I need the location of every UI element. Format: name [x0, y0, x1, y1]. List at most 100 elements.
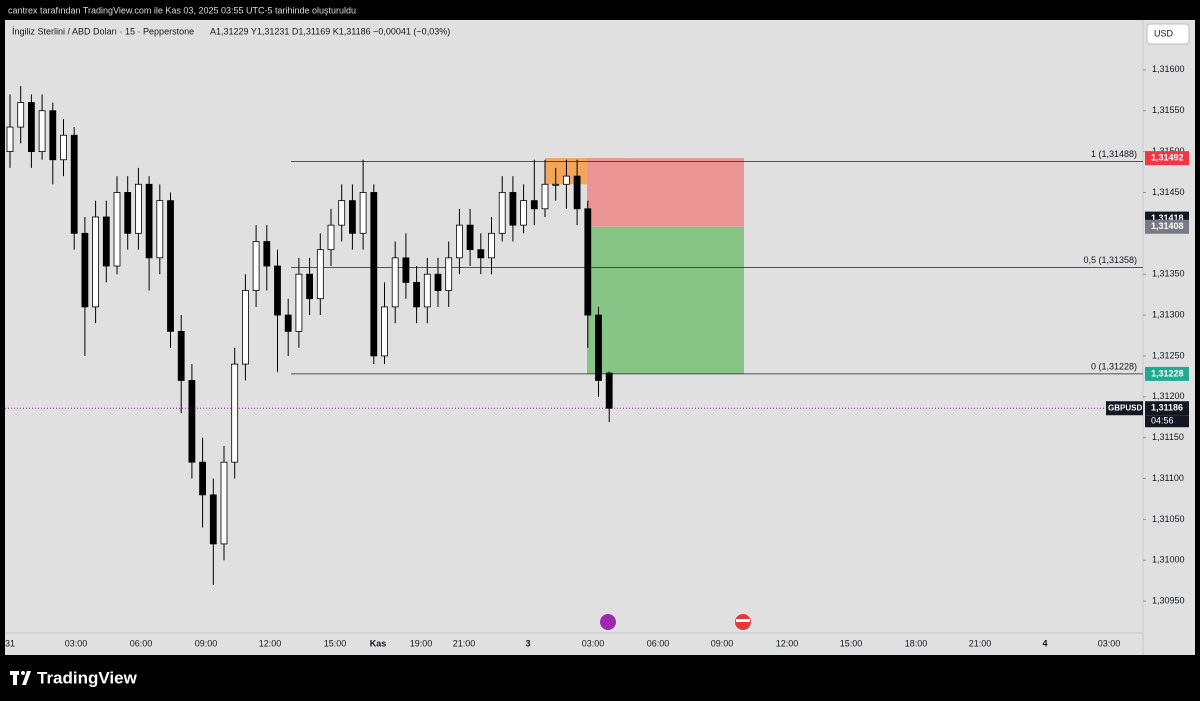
x-tick-label: 06:00: [647, 638, 670, 648]
price-tag: [1145, 401, 1189, 416]
candle-body: [316, 249, 324, 300]
candle-body: [263, 241, 271, 267]
banner: cantrex tarafından TradingView.com ile K…: [8, 5, 356, 15]
candle-body: [60, 134, 67, 161]
candle-body: [327, 224, 335, 251]
candle-body: [509, 192, 517, 226]
candle-body: [541, 183, 549, 210]
y-tick-label: 1,31250: [1152, 350, 1185, 360]
y-tick-label: 1,30950: [1152, 595, 1185, 605]
price-tag: [1145, 151, 1189, 166]
y-tick-label: 1,31600: [1152, 64, 1185, 74]
candle-body: [563, 175, 570, 185]
symbol-tag: [1106, 401, 1143, 416]
y-tick-label: 1,31300: [1152, 309, 1185, 319]
countdown: 04:56: [1151, 416, 1174, 426]
candle-body: [167, 200, 174, 332]
x-tick-label: 3: [525, 638, 530, 648]
y-tick-label: 1,31100: [1152, 473, 1184, 483]
x-tick-label: 03:00: [65, 638, 88, 648]
price-tag-label: 1,31492: [1151, 153, 1184, 163]
logo-mark: [13, 671, 17, 685]
candle-body: [573, 175, 581, 210]
price-tag-label: 1,31418: [1151, 213, 1184, 223]
candle-body: [274, 265, 281, 316]
candle-body: [241, 290, 249, 365]
y-tick-label: 1,31150: [1152, 432, 1184, 442]
candle-body: [381, 306, 388, 357]
candle-body: [359, 192, 367, 234]
symbol-title: İngiliz Sterlini / ABD Doları · 15 · Pep…: [12, 26, 194, 36]
event-icon[interactable]: [600, 614, 616, 630]
target-zone: [587, 226, 744, 374]
candle-body: [338, 200, 346, 226]
stop-zone: [587, 158, 744, 227]
candle-body: [113, 192, 121, 267]
candle-body: [102, 216, 110, 267]
candle-body: [477, 249, 485, 259]
candle-body: [6, 126, 14, 152]
candle-body: [70, 134, 78, 234]
x-tick-label: 03:00: [1098, 638, 1121, 648]
x-tick-label: 15:00: [840, 638, 863, 648]
y-tick-label: 1,31550: [1152, 105, 1185, 115]
y-tick-label: 1,31000: [1152, 555, 1185, 565]
x-tick-label: 4: [1042, 638, 1047, 648]
x-tick-label: 15:00: [324, 638, 347, 648]
candle-body: [252, 241, 260, 291]
y-tick-label: 1,31350: [1152, 269, 1185, 279]
candle-body: [595, 314, 602, 381]
candle-body: [284, 314, 292, 332]
candle-body: [466, 224, 474, 251]
candle-body: [423, 273, 431, 308]
x-tick-label: 18:00: [905, 638, 928, 648]
x-tick-label: 09:00: [195, 638, 218, 648]
candle-body: [413, 281, 421, 308]
x-tick-label: 21:00: [453, 638, 476, 648]
currency-label: USD: [1154, 28, 1174, 38]
currency-button[interactable]: [1146, 23, 1190, 45]
candle-body: [177, 331, 185, 381]
candle-body: [391, 257, 399, 308]
candle-body: [402, 257, 410, 283]
y-tick-label: 1,31500: [1152, 146, 1185, 156]
candle-body: [199, 461, 207, 496]
candle-body: [27, 102, 35, 152]
candle-body: [306, 273, 314, 300]
y-tick-label: 1,31450: [1152, 187, 1185, 197]
x-tick-label: 09:00: [711, 638, 734, 648]
candle-body: [530, 200, 538, 210]
candle-body: [81, 232, 89, 308]
candle-body: [145, 183, 153, 259]
candle-body: [134, 183, 142, 234]
candle-body: [488, 232, 495, 259]
price-tag-label: 1,31228: [1151, 368, 1184, 378]
logo: [10, 671, 31, 685]
fib-label: 1 (1,31488): [1091, 149, 1137, 159]
candle-body: [605, 372, 613, 409]
news-icon-stripe: [736, 619, 750, 622]
candle-body: [295, 273, 303, 332]
candle-body: [92, 216, 99, 308]
symbol-tag-label: GBPUSD: [1108, 403, 1142, 412]
candle-body: [520, 200, 527, 226]
logo-mark: [22, 671, 31, 685]
candle-body: [552, 183, 560, 186]
candle-body: [455, 224, 463, 259]
candle-body: [49, 110, 57, 161]
ohlc-readout: A1,31229 Y1,31231 D1,31169 K1,31186 −0,0…: [210, 26, 450, 36]
candle-body: [370, 192, 378, 357]
candle-body: [445, 257, 453, 291]
candle-body: [38, 110, 46, 152]
logo-mark: [21, 671, 25, 675]
candle-body: [434, 273, 442, 291]
price-tag: [1145, 219, 1189, 234]
price-tag-label: 1,31408: [1151, 221, 1184, 231]
candle-body: [17, 102, 25, 128]
x-tick-label: 06:00: [130, 638, 153, 648]
price-tag: [1145, 366, 1189, 381]
x-tick-label: 31: [5, 638, 15, 648]
y-tick-label: 1,31050: [1152, 514, 1185, 524]
fib-label: 0,5 (1,31358): [1083, 255, 1137, 265]
candle-body: [209, 494, 217, 545]
